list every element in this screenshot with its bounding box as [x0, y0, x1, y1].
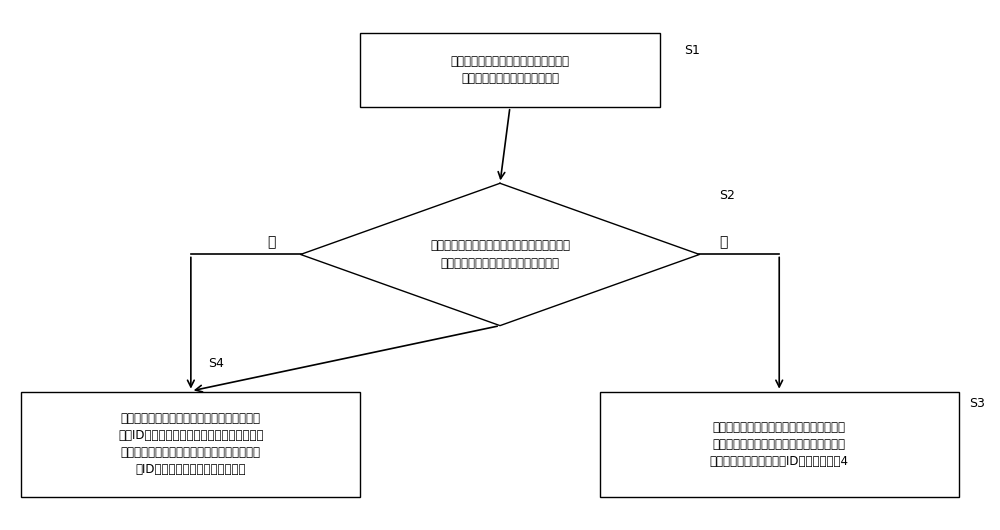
Text: 根据通信协议类对象对应的汽车计算机系统的
通路ID，所述诊断端分发诊断扫描指令给各汽
车计算机系统，以实现汽车诊断设备与所述通
路ID对应的汽车计算机系统的交互: 根据通信协议类对象对应的汽车计算机系统的 通路ID，所述诊断端分发诊断扫描指令给… — [118, 412, 264, 476]
Text: S1: S1 — [684, 43, 700, 57]
FancyBboxPatch shape — [360, 33, 660, 107]
FancyBboxPatch shape — [600, 392, 959, 497]
Text: 汽车诊断设备的诊断端下发多个通路连
结协议指令给汽车通信接口设备: 汽车诊断设备的诊断端下发多个通路连 结协议指令给汽车通信接口设备 — [450, 55, 569, 85]
Text: 根据所述通路连结协议指令分别构建通信协
议类对象，并记录所述通信协议类对象对应
的汽车计算机系统的通路ID，并执行步骤4: 根据所述通路连结协议指令分别构建通信协 议类对象，并记录所述通信协议类对象对应 … — [710, 421, 849, 468]
Text: 否: 否 — [719, 235, 728, 249]
FancyBboxPatch shape — [21, 392, 360, 497]
Text: 是: 是 — [267, 235, 276, 249]
Text: 汽车通信接口设备检查所述多个通路连结协议
指令对应的通信协议类对象是否已构建: 汽车通信接口设备检查所述多个通路连结协议 指令对应的通信协议类对象是否已构建 — [430, 239, 570, 270]
Text: S3: S3 — [969, 397, 985, 410]
Text: S4: S4 — [208, 357, 224, 370]
Text: S2: S2 — [719, 189, 735, 201]
Polygon shape — [301, 183, 699, 325]
